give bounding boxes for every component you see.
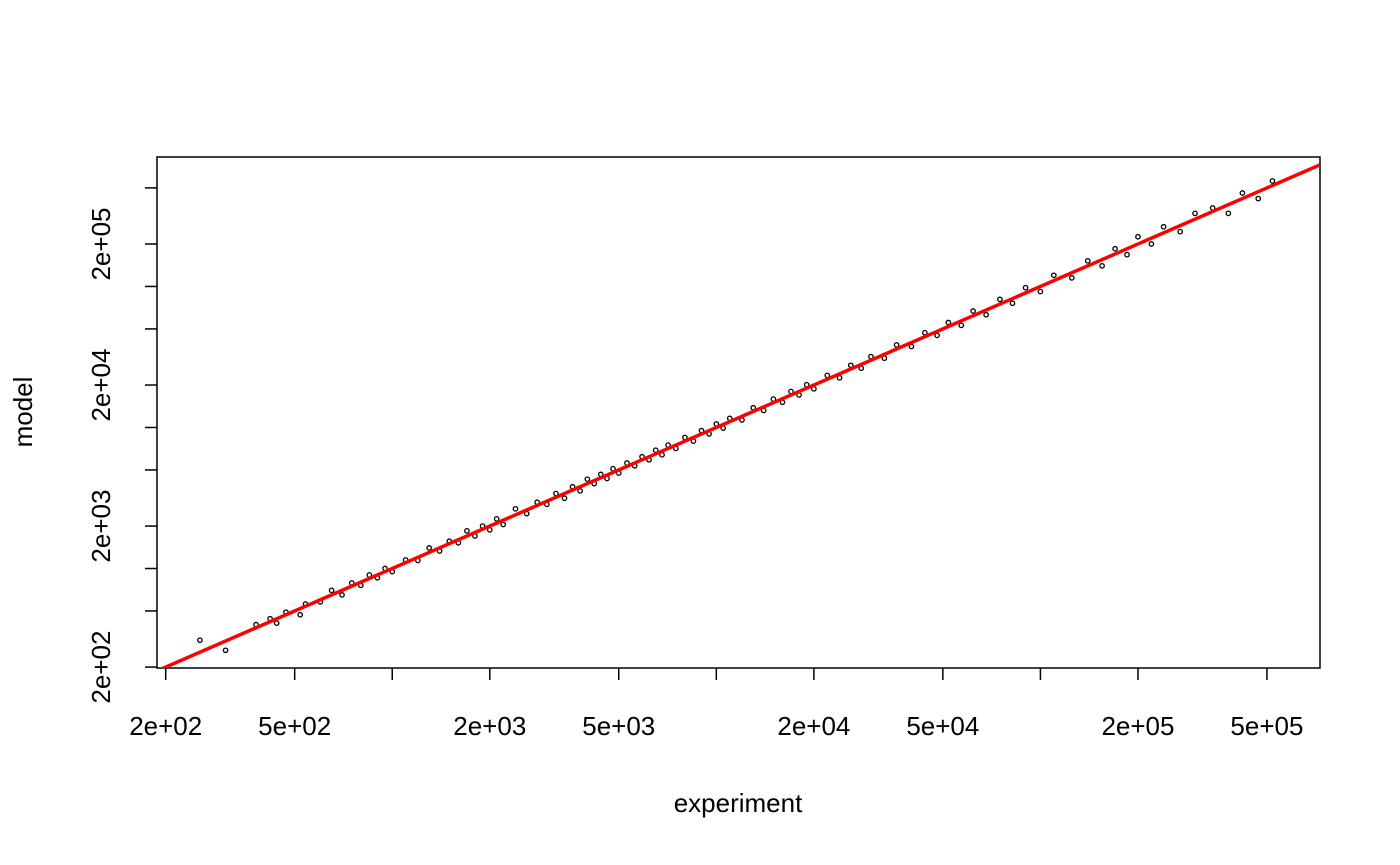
point bbox=[222, 647, 229, 654]
point bbox=[426, 545, 433, 551]
point bbox=[500, 521, 507, 528]
point bbox=[970, 308, 976, 314]
point bbox=[1160, 223, 1167, 230]
point bbox=[1124, 251, 1130, 258]
x-tick-label: 2e+02 bbox=[129, 711, 202, 741]
point bbox=[1135, 233, 1141, 240]
plot-area bbox=[159, 163, 1320, 668]
point bbox=[1177, 228, 1184, 235]
reference-line bbox=[159, 163, 1320, 668]
point bbox=[1050, 272, 1057, 279]
point bbox=[1022, 284, 1029, 291]
y-tick-label: 2e+02 bbox=[86, 631, 116, 704]
x-tick-label: 5e+05 bbox=[1230, 711, 1303, 741]
point bbox=[273, 620, 280, 626]
point bbox=[1009, 300, 1016, 307]
point bbox=[1068, 275, 1075, 281]
point bbox=[997, 296, 1003, 303]
point bbox=[1269, 178, 1276, 184]
point bbox=[464, 527, 470, 534]
point bbox=[493, 515, 500, 522]
point bbox=[577, 488, 583, 494]
point bbox=[297, 611, 304, 618]
x-tick-label: 5e+03 bbox=[582, 711, 655, 741]
point bbox=[197, 637, 203, 644]
point bbox=[561, 495, 568, 502]
point bbox=[328, 587, 335, 594]
x-tick-label: 5e+04 bbox=[906, 711, 979, 741]
y-tick-label: 2e+05 bbox=[86, 207, 116, 280]
point bbox=[983, 311, 989, 318]
y-tick-label: 2e+03 bbox=[86, 490, 116, 563]
point bbox=[1239, 190, 1246, 196]
point bbox=[1225, 210, 1232, 217]
x-tick-label: 5e+02 bbox=[258, 711, 331, 741]
x-tick-label: 2e+05 bbox=[1101, 711, 1174, 741]
point bbox=[512, 505, 519, 512]
point bbox=[1148, 241, 1155, 247]
point bbox=[339, 592, 345, 598]
plot-frame bbox=[156, 156, 1321, 669]
point bbox=[1099, 263, 1105, 269]
y-axis-label: model bbox=[8, 377, 38, 448]
point bbox=[1192, 210, 1198, 217]
x-tick-label: 2e+04 bbox=[777, 711, 850, 741]
x-tick-label: 2e+03 bbox=[453, 711, 526, 741]
point bbox=[1037, 288, 1044, 295]
point bbox=[893, 342, 900, 348]
x-axis-label: experiment bbox=[674, 788, 803, 818]
point bbox=[1112, 245, 1118, 252]
point bbox=[1255, 195, 1262, 202]
point bbox=[958, 322, 965, 329]
point bbox=[584, 476, 591, 483]
y-tick-label: 2e+04 bbox=[86, 349, 116, 422]
point bbox=[1084, 257, 1091, 264]
